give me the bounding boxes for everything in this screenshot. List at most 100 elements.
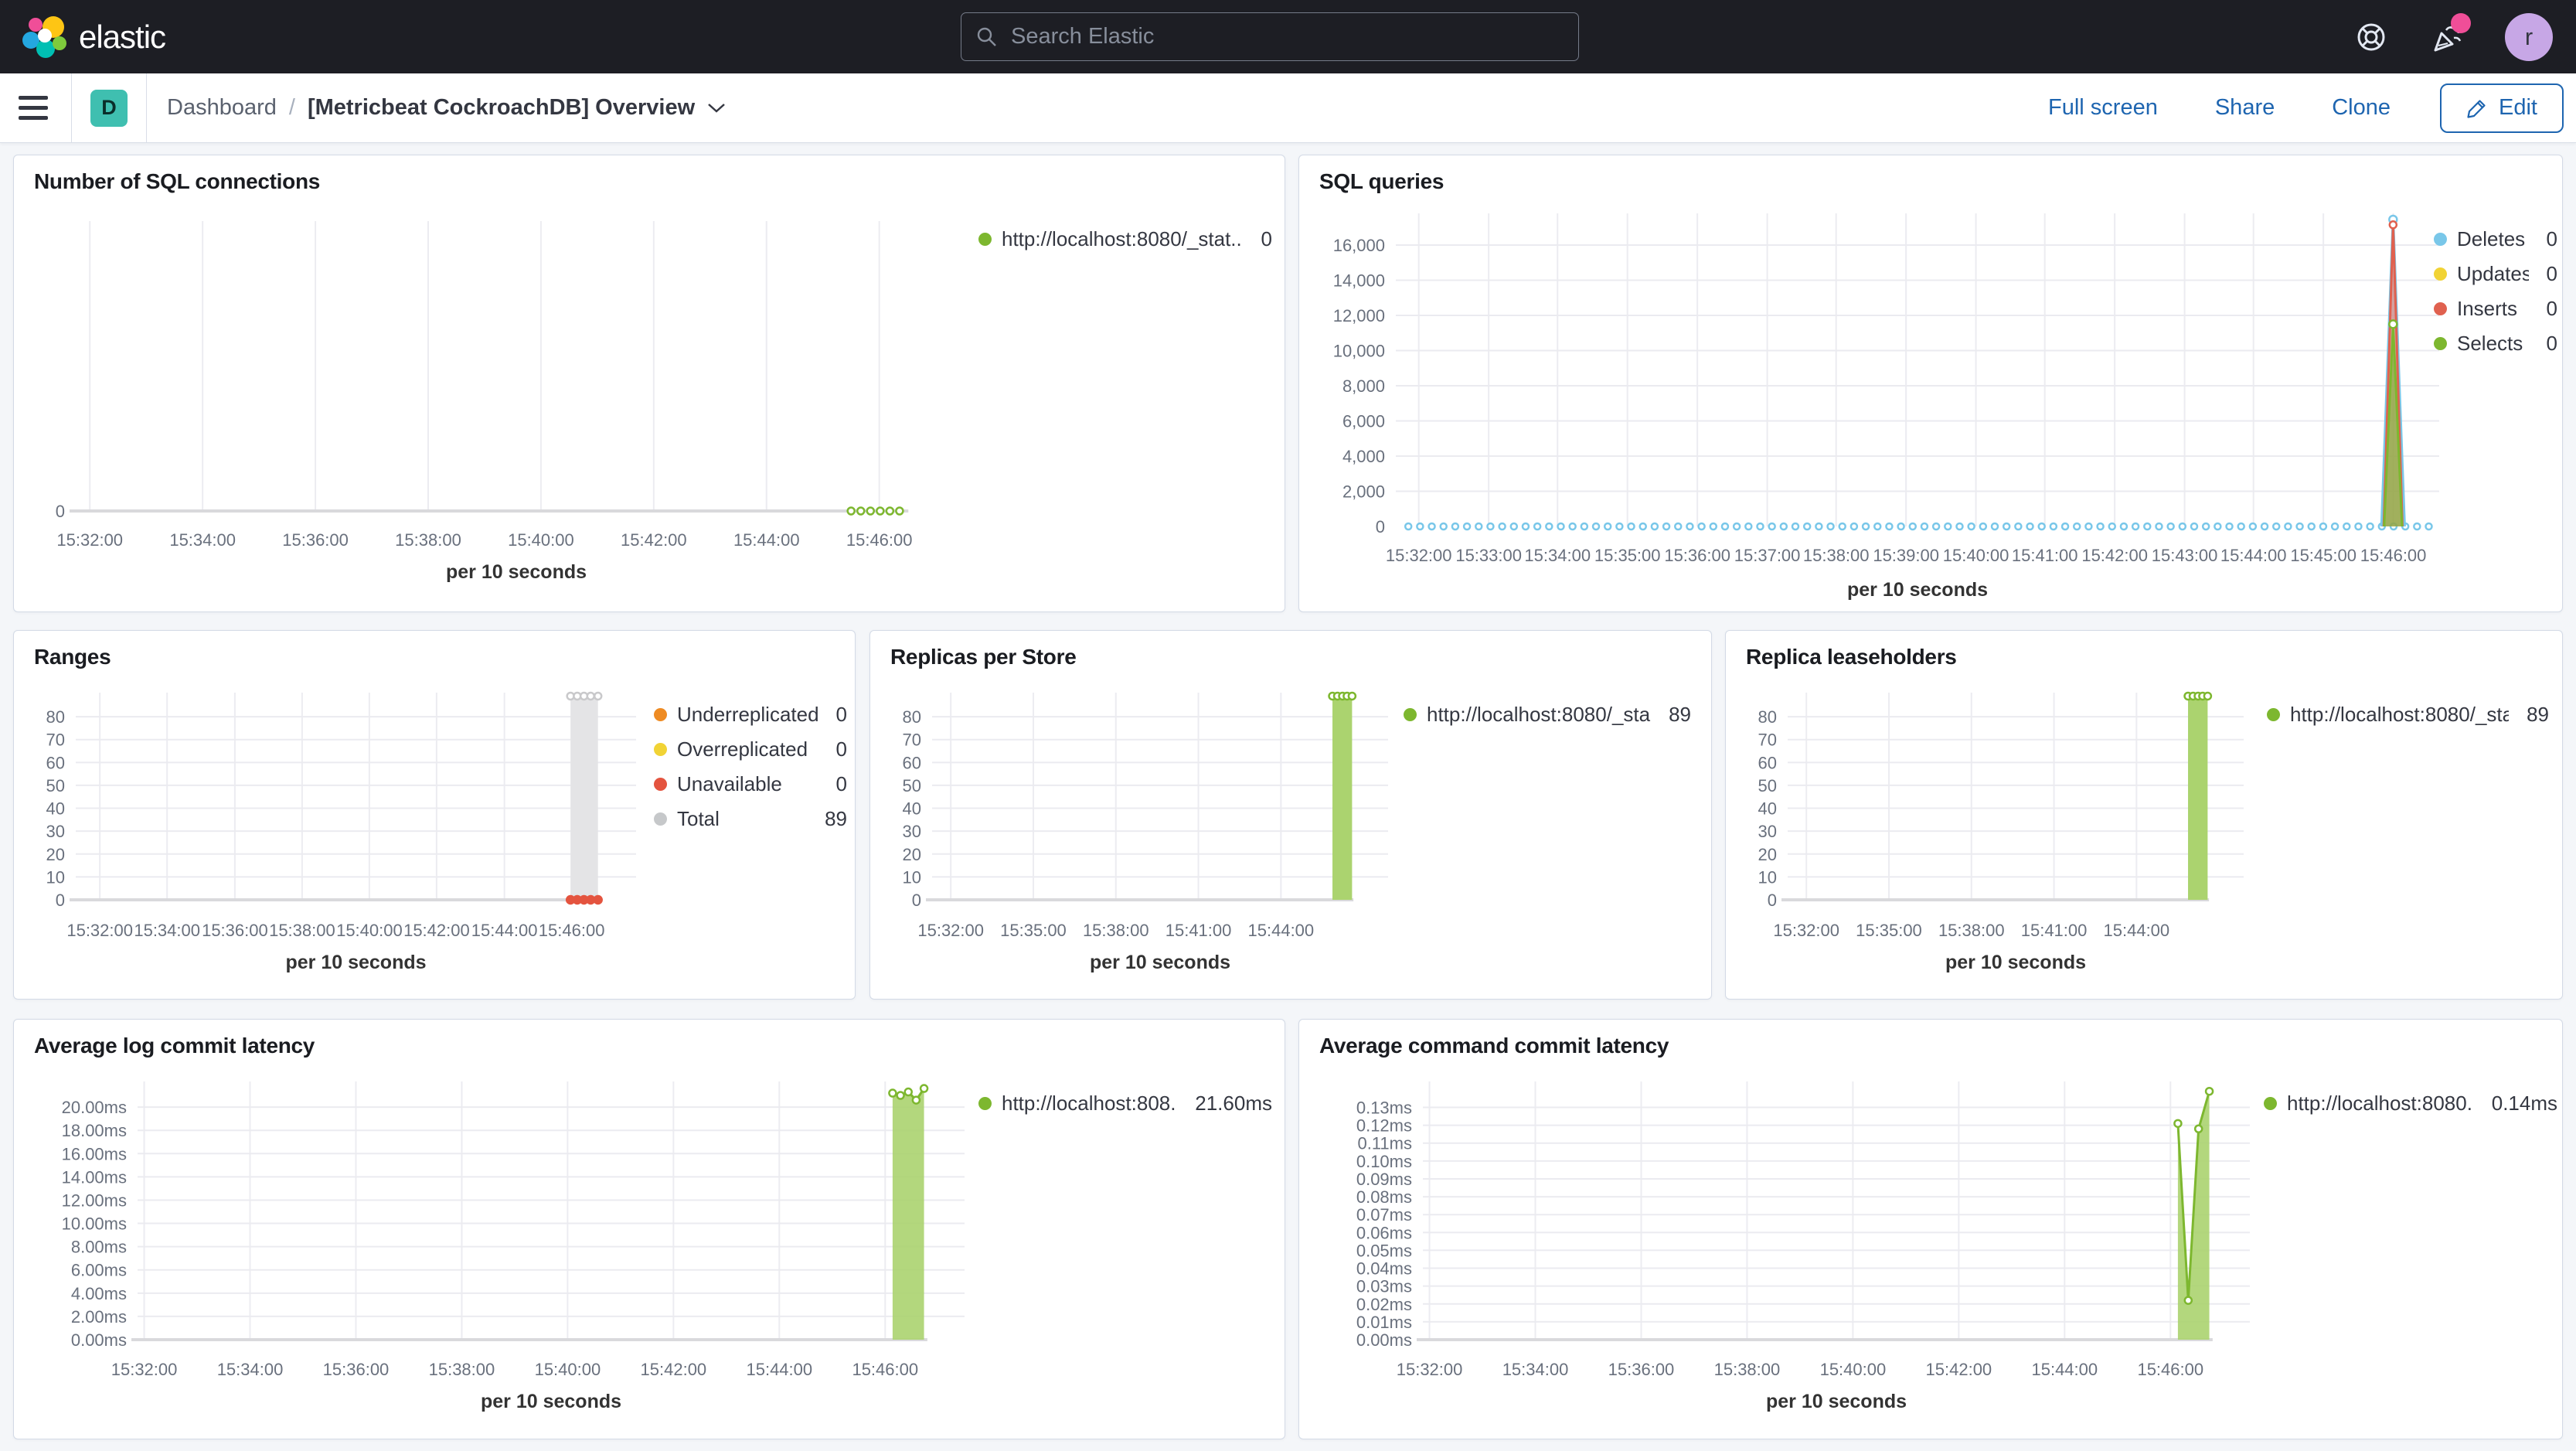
svg-text:per 10 seconds: per 10 seconds (1847, 579, 1988, 601)
legend-item[interactable]: Overreplicated 0 (654, 732, 847, 767)
panel-title: Average log commit latency (34, 1034, 315, 1058)
chart-avg-command-commit-latency[interactable]: 0.00ms 0.01ms 0.02ms 0.03ms 0.04ms 0.05ms 0.06… (1307, 1066, 2265, 1427)
user-avatar[interactable]: r (2505, 12, 2553, 61)
panel-title: Replica leaseholders (1746, 645, 1957, 669)
search-input[interactable] (1011, 24, 1564, 49)
legend-dot (2434, 337, 2447, 350)
svg-text:0: 0 (1376, 517, 1385, 536)
legend-item[interactable]: http://localhost:8080... 0.14ms (2264, 1086, 2557, 1121)
page-title: [Metricbeat CockroachDB] Overview (307, 95, 696, 120)
svg-text:15:32:00: 15:32:00 (66, 921, 133, 940)
svg-text:18.00ms: 18.00ms (62, 1121, 127, 1140)
svg-text:40: 40 (46, 799, 65, 819)
svg-text:50: 50 (46, 776, 65, 795)
svg-text:20: 20 (903, 845, 921, 864)
svg-text:10: 10 (1758, 867, 1777, 887)
svg-text:80: 80 (903, 707, 921, 727)
chevron-down-icon[interactable] (707, 103, 726, 114)
breadcrumb-dashboard[interactable]: Dashboard (167, 95, 277, 120)
chart-replicas-per-store[interactable]: 0 10 20 30 40 50 60 70 80 15:32:00 15:35:00 15:38:0… (878, 681, 1396, 1002)
legend-value: 0 (835, 737, 847, 761)
svg-text:16.00ms: 16.00ms (62, 1144, 127, 1163)
legend-value: 0 (1261, 227, 1272, 250)
svg-text:15:38:00: 15:38:00 (1938, 921, 2005, 940)
menu-button[interactable] (19, 96, 48, 120)
legend-item[interactable]: http://localhost:8080/_sta... 89 (2267, 697, 2549, 732)
breadcrumb-separator: / (288, 95, 295, 120)
svg-text:15:35:00: 15:35:00 (1594, 546, 1661, 565)
chart-sql-connections[interactable]: 0 15:32:00 15:34:00 15:36:00 15:38:00 15:40:0… (22, 202, 972, 608)
legend-value: 0 (2546, 227, 2557, 250)
legend-value: 0.14ms (2491, 1092, 2557, 1115)
chart-sql-queries[interactable]: 0 2,000 4,000 6,000 8,000 10,000 12,000 14,000 1… (1307, 198, 2459, 611)
svg-text:40: 40 (1758, 799, 1777, 819)
legend-item[interactable]: Deletes 0 (2434, 222, 2557, 257)
chart-avg-log-commit-latency[interactable]: 0.00ms 2.00ms 4.00ms 6.00ms 8.00ms 10.00ms 12.… (22, 1066, 980, 1427)
legend-item[interactable]: Underreplicated 0 (654, 697, 847, 732)
svg-text:15:46:00: 15:46:00 (2360, 546, 2427, 565)
global-search[interactable] (961, 12, 1579, 61)
legend-item[interactable]: http://localhost:8080/_stat... 0 (978, 222, 1272, 257)
legend-item[interactable]: Updates 0 (2434, 257, 2557, 291)
panel-title: Number of SQL connections (34, 169, 321, 193)
divider (146, 73, 147, 143)
svg-text:per 10 seconds: per 10 seconds (285, 952, 426, 973)
help-button[interactable] (2353, 19, 2389, 55)
legend-item[interactable]: Total 89 (654, 802, 847, 836)
top-navigation-bar: elastic (0, 0, 2576, 73)
chart-replica-leaseholders[interactable]: 0 10 20 30 40 50 60 70 80 15:32:00 15:35:00 15:38:0… (1734, 681, 2251, 1002)
share-button[interactable]: Share (2214, 95, 2275, 120)
svg-text:15:40:00: 15:40:00 (508, 530, 574, 550)
legend-item[interactable]: http://localhost:808... 21.60ms (978, 1086, 1272, 1121)
svg-text:30: 30 (903, 822, 921, 841)
edit-button[interactable]: Edit (2440, 83, 2564, 133)
legend-item[interactable]: Inserts 0 (2434, 291, 2557, 326)
legend-dot (1404, 708, 1417, 721)
svg-text:15:34:00: 15:34:00 (1524, 546, 1591, 565)
legend-item[interactable]: http://localhost:8080/_sta... 89 (1404, 697, 1691, 732)
legend-value: 0 (2546, 332, 2557, 355)
svg-text:15:36:00: 15:36:00 (1608, 1360, 1675, 1379)
svg-text:15:44:00: 15:44:00 (471, 921, 538, 940)
svg-text:10: 10 (903, 867, 921, 887)
news-button[interactable] (2429, 12, 2471, 55)
dashboard-app-badge[interactable]: D (90, 89, 128, 127)
legend: Underreplicated 0 Overreplicated 0 Unavailab… (654, 697, 847, 836)
legend-dot (2434, 267, 2447, 281)
search-icon (977, 27, 996, 46)
elastic-logo-icon (22, 15, 66, 58)
svg-text:15:33:00: 15:33:00 (1455, 546, 1522, 565)
svg-text:15:34:00: 15:34:00 (1502, 1360, 1569, 1379)
clone-button[interactable]: Clone (2332, 95, 2391, 120)
svg-text:15:45:00: 15:45:00 (2290, 546, 2357, 565)
svg-text:50: 50 (903, 776, 921, 795)
legend-label: Deletes (2457, 227, 2526, 250)
svg-text:80: 80 (1758, 707, 1777, 727)
svg-text:15:40:00: 15:40:00 (336, 921, 403, 940)
svg-text:15:44:00: 15:44:00 (746, 1360, 812, 1379)
svg-text:60: 60 (903, 753, 921, 772)
full-screen-button[interactable]: Full screen (2048, 95, 2158, 120)
svg-text:10.00ms: 10.00ms (62, 1214, 127, 1234)
legend-dot (978, 233, 992, 246)
svg-text:16,000: 16,000 (1333, 236, 1385, 255)
notification-dot (2451, 12, 2471, 33)
legend-label: Overreplicated (677, 737, 808, 761)
svg-text:20.00ms: 20.00ms (62, 1098, 127, 1117)
elastic-logo[interactable]: elastic (22, 15, 166, 60)
legend-value: 21.60ms (1195, 1092, 1272, 1115)
legend-item[interactable]: Unavailable 0 (654, 767, 847, 802)
svg-text:30: 30 (1758, 822, 1777, 841)
svg-text:15:37:00: 15:37:00 (1734, 546, 1801, 565)
svg-text:15:32:00: 15:32:00 (1397, 1360, 1463, 1379)
legend-dot (2264, 1097, 2277, 1110)
svg-text:12.00ms: 12.00ms (62, 1190, 127, 1210)
legend-dot (978, 1097, 992, 1110)
legend-value: 0 (2546, 262, 2557, 285)
legend-item[interactable]: Selects 0 (2434, 326, 2557, 361)
toolbar: D Dashboard / [Metricbeat CockroachDB] O… (0, 73, 2576, 143)
svg-text:0.00ms: 0.00ms (1356, 1330, 1412, 1350)
legend-value: 89 (1669, 703, 1691, 726)
chart-ranges[interactable]: 0 10 20 30 40 50 60 70 80 15:32:00 15:34:00 15:36:0… (22, 681, 648, 1002)
svg-text:15:36:00: 15:36:00 (1664, 546, 1730, 565)
